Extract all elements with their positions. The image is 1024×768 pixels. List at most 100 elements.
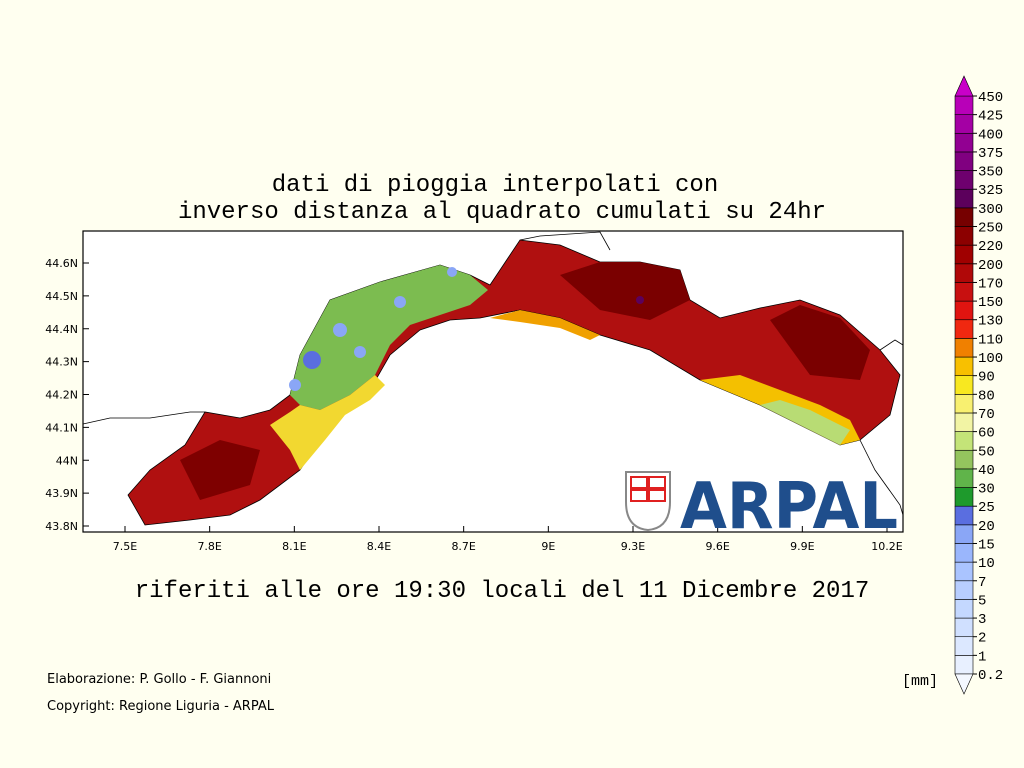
- rain-zone-dark: [180, 440, 260, 500]
- x-tick-label: 9.9E: [790, 540, 814, 553]
- logo-cross: [650, 478, 664, 487]
- x-tick-label: 8.4E: [367, 540, 391, 553]
- rain-zone-coast-green: [760, 400, 850, 445]
- colorbar-label: 250: [978, 221, 1003, 237]
- coastline: [859, 439, 904, 516]
- logo-cross: [632, 478, 646, 487]
- colorbar-box: [954, 114, 974, 134]
- y-tick-label: 44.3N: [45, 356, 78, 369]
- colorbar-label: 400: [978, 127, 1003, 143]
- colorbar-box: [954, 505, 974, 526]
- colorbar: 0.2 1 2 3 5 7 10 15 20 25 30 40 50 60 70 80 90 100 110 130 1…: [954, 75, 1003, 695]
- colorbar-label: 300: [978, 202, 1003, 218]
- colorbar-label: 1: [978, 649, 986, 665]
- border-line: [879, 339, 904, 351]
- colorbar-label: 325: [978, 183, 1003, 199]
- x-tick-label: 9.3E: [621, 540, 645, 553]
- logo-cross: [632, 491, 646, 500]
- colorbar-label: 450: [978, 90, 1003, 106]
- colorbar-box: [954, 356, 974, 376]
- x-tick-label: 8.1E: [282, 540, 306, 553]
- colorbar-label: 100: [978, 351, 1003, 367]
- colorbar-label: 60: [978, 426, 995, 442]
- colorbar-label: 25: [978, 500, 995, 516]
- y-tick-label: 43.8N: [45, 520, 78, 533]
- credit: Copyright: Regione Liguria - ARPAL: [47, 699, 275, 714]
- map-frame: [82, 230, 904, 533]
- colorbar-label: 0.2: [978, 668, 1003, 684]
- colorbar-label: 15: [978, 537, 995, 553]
- colorbar-box: [954, 449, 974, 470]
- colorbar-box: [954, 282, 974, 302]
- colorbar-box: [954, 394, 974, 414]
- colorbar-box: [954, 244, 974, 265]
- colorbar-box: [954, 207, 974, 227]
- colorbar-over: [954, 75, 974, 97]
- x-tick-label: 9.6E: [705, 540, 729, 553]
- colorbar-label: 50: [978, 444, 995, 460]
- rain-spot: [333, 323, 347, 337]
- colorbar-box: [954, 95, 974, 115]
- colorbar-label: 130: [978, 314, 1003, 330]
- rain-zone-low: [290, 265, 488, 410]
- rain-zone-dark: [770, 305, 870, 380]
- colorbar-box: [954, 561, 974, 582]
- rain-spot: [354, 346, 366, 358]
- y-tick-label: 44N: [56, 454, 78, 467]
- rain-zone-dark: [560, 262, 690, 320]
- colorbar-label: 220: [978, 239, 1003, 255]
- colorbar-label: 170: [978, 276, 1003, 292]
- logo-text: ARPAL: [680, 470, 898, 544]
- colorbar-label: 5: [978, 593, 986, 609]
- colorbar-box: [954, 468, 974, 488]
- colorbar-box: [954, 599, 974, 619]
- y-tick-label: 44.1N: [45, 421, 78, 434]
- colorbar-box: [954, 263, 974, 283]
- border-line: [519, 231, 611, 251]
- colorbar-label: 70: [978, 407, 995, 423]
- colorbar-box: [954, 412, 974, 432]
- logo-cross: [650, 491, 664, 500]
- colorbar-box: [954, 319, 974, 339]
- x-tick-label: 7.5E: [113, 540, 137, 553]
- colorbar-unit: [mm]: [902, 673, 938, 690]
- y-tick-label: 44.5N: [45, 290, 78, 303]
- colorbar-label: 3: [978, 612, 986, 628]
- logo: ARPAL: [625, 470, 898, 544]
- rain-spot: [636, 296, 644, 304]
- x-tick-label: 7.8E: [197, 540, 221, 553]
- colorbar-box: [954, 188, 974, 209]
- colorbar-label: 2: [978, 631, 986, 647]
- colorbar-label: 150: [978, 295, 1003, 311]
- rain-spot: [303, 351, 321, 369]
- rain-zone-mid: [490, 310, 600, 340]
- rain-spot: [289, 379, 301, 391]
- colorbar-box: [954, 338, 974, 358]
- y-tick-label: 43.9N: [45, 487, 78, 500]
- colorbar-label: 425: [978, 109, 1003, 125]
- y-tick-label: 44.2N: [45, 389, 78, 402]
- colorbar-label: 110: [978, 332, 1003, 348]
- colorbar-box: [954, 431, 974, 451]
- colorbar-box: [954, 487, 974, 507]
- colorbar-box: [954, 580, 974, 600]
- colorbar-box: [954, 524, 974, 544]
- y-tick-label: 44.6N: [45, 257, 78, 270]
- colorbar-box: [954, 543, 974, 563]
- title-line: dati di pioggia interpolati con: [272, 172, 718, 199]
- colorbar-label: 200: [978, 258, 1003, 274]
- colorbar-label: 90: [978, 370, 995, 386]
- colorbar-label: 375: [978, 146, 1003, 162]
- subtitle: riferiti alle ore 19:30 locali del 11 Di…: [135, 578, 870, 605]
- x-tick-label: 10.2E: [871, 540, 902, 553]
- colorbar-box: [954, 170, 974, 190]
- colorbar-box: [954, 300, 974, 321]
- rain-spot: [447, 267, 457, 277]
- colorbar-box: [954, 151, 974, 171]
- colorbar-box: [954, 617, 974, 638]
- colorbar-box: [954, 375, 974, 395]
- colorbar-under: [954, 673, 974, 695]
- colorbar-box: [954, 655, 974, 675]
- colorbar-label: 7: [978, 575, 986, 591]
